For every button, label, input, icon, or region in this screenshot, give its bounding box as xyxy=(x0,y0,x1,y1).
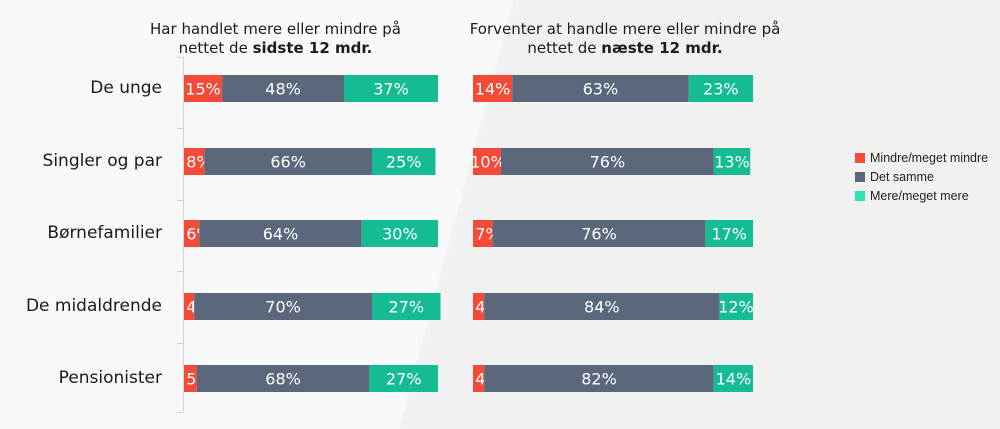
data-label-same: 76% xyxy=(581,225,617,244)
data-label-more: 30% xyxy=(382,225,418,244)
data-label-more: 37% xyxy=(373,80,409,99)
bar-segment-more xyxy=(361,220,438,247)
bar-segment-less xyxy=(184,220,200,247)
bar-segment-more xyxy=(344,75,438,102)
legend-swatch-same xyxy=(855,171,865,182)
data-label-same: 70% xyxy=(265,298,301,317)
bar-segment-more xyxy=(371,293,441,320)
legend-swatch-less xyxy=(855,152,865,163)
bar-segment-same xyxy=(222,75,345,102)
title-right-text: Forventer at handle mere eller mindre på… xyxy=(469,20,781,57)
bar-segment-more xyxy=(369,365,438,392)
data-label-same: 68% xyxy=(265,370,301,389)
bar-segment-same xyxy=(196,365,370,392)
data-label-more: 13% xyxy=(714,153,750,172)
title-left-bold: sidste 12 mdr. xyxy=(252,39,373,57)
data-label-same: 66% xyxy=(270,153,306,172)
bar-segment-less xyxy=(184,75,223,102)
bar-segment-same xyxy=(484,293,720,320)
bar-segment-same xyxy=(512,75,689,102)
category-label: De unge xyxy=(90,77,162,98)
data-label-same: 64% xyxy=(263,225,299,244)
data-label-same: 63% xyxy=(583,80,619,99)
data-label-less: 14% xyxy=(475,80,511,99)
data-label-less: 10% xyxy=(470,153,506,172)
data-label-same: 48% xyxy=(265,80,301,99)
legend-label-same: Det samme xyxy=(870,169,934,184)
legend-label-less: Mindre/meget mindre xyxy=(870,150,989,165)
legend: Mindre/meget mindre Det samme Mere/meget… xyxy=(855,148,988,205)
axis-tick xyxy=(177,200,183,201)
bar-segment-same xyxy=(204,148,372,175)
bar-segment-more xyxy=(371,148,436,175)
bar-segment-more xyxy=(713,148,751,175)
bar-segment-less xyxy=(184,148,205,175)
legend-label-more: Mere/meget mere xyxy=(870,188,969,203)
data-label-same: 84% xyxy=(584,298,620,317)
axis-tick xyxy=(177,271,183,272)
title-left-text: Har handlet mere eller mindre på nettet … xyxy=(150,20,401,57)
category-axis xyxy=(183,57,184,412)
bar-segment-less xyxy=(184,293,195,320)
bar-segment-same xyxy=(492,220,706,247)
chart-title-left: Har handlet mere eller mindre på nettet … xyxy=(128,20,423,58)
data-label-same: 76% xyxy=(590,153,626,172)
chart-title-right: Forventer at handle mere eller mindre på… xyxy=(455,20,795,58)
data-label-same: 82% xyxy=(581,370,617,389)
bar-segment-more xyxy=(705,220,753,247)
bar-segment-less xyxy=(473,365,485,392)
axis-tick xyxy=(177,343,183,344)
data-label-more: 25% xyxy=(386,153,422,172)
category-label: Singler og par xyxy=(42,150,162,171)
legend-item-less: Mindre/meget mindre xyxy=(855,148,988,167)
legend-item-more: Mere/meget mere xyxy=(855,186,988,205)
data-label-less: 15% xyxy=(185,80,221,99)
legend-swatch-more xyxy=(855,190,865,201)
axis-tick xyxy=(177,57,183,58)
category-label: Børnefamilier xyxy=(47,222,162,243)
bar-segment-more xyxy=(719,293,753,320)
bar-segment-less xyxy=(473,148,501,175)
bar-segment-more xyxy=(713,365,753,392)
bar-segment-same xyxy=(501,148,714,175)
data-label-more: 17% xyxy=(711,225,747,244)
axis-tick xyxy=(177,412,183,413)
data-label-more: 27% xyxy=(388,298,424,317)
bar-segment-less xyxy=(473,220,493,247)
legend-item-same: Det samme xyxy=(855,167,988,186)
bar-segment-less xyxy=(473,293,485,320)
axis-tick xyxy=(177,128,183,129)
bar-segment-more xyxy=(688,75,753,102)
category-label: Pensionister xyxy=(58,367,162,388)
bar-segment-same xyxy=(199,220,362,247)
data-label-more: 14% xyxy=(716,370,752,389)
category-label: De midaldrende xyxy=(25,295,162,316)
bar-segment-same xyxy=(484,365,714,392)
bar-segment-less xyxy=(184,365,197,392)
bar-segment-less xyxy=(473,75,513,102)
data-label-more: 12% xyxy=(718,298,754,317)
data-label-more: 23% xyxy=(703,80,739,99)
bar-segment-same xyxy=(194,293,372,320)
title-right-bold: næste 12 mdr. xyxy=(601,39,723,57)
data-label-more: 27% xyxy=(386,370,422,389)
